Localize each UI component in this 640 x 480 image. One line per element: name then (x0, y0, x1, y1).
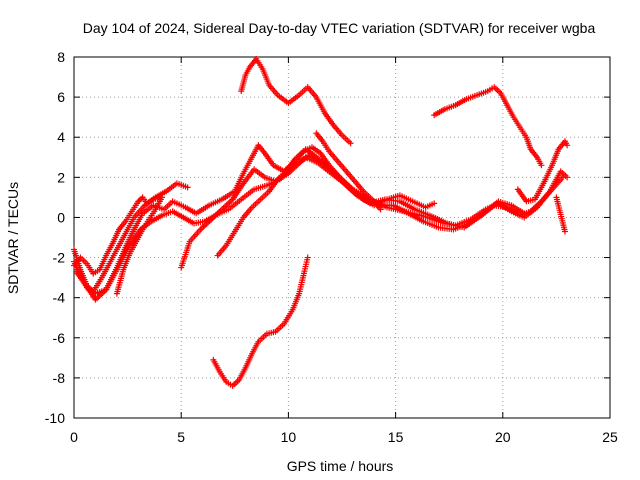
data-point (538, 162, 545, 169)
series-trace-l (113, 194, 165, 297)
y-tick-label: -6 (53, 330, 66, 346)
x-tick-label: 20 (495, 429, 511, 445)
y-tick-label: -10 (45, 410, 65, 426)
y-tick-label: 8 (57, 49, 65, 65)
y-tick-label: -2 (53, 250, 66, 266)
grid (74, 57, 610, 418)
y-tick-label: 0 (57, 209, 65, 225)
x-tick-label: 25 (602, 429, 618, 445)
data-point (564, 142, 571, 149)
series-trace-g (313, 130, 384, 213)
x-tick-label: 5 (177, 429, 185, 445)
x-tick-label: 15 (388, 429, 404, 445)
series-trace-f (238, 56, 354, 147)
chart-title: Day 104 of 2024, Sidereal Day-to-day VTE… (83, 20, 596, 36)
data-point (521, 210, 528, 217)
data-point (377, 206, 384, 213)
y-tick-label: 4 (57, 129, 65, 145)
series-trace-e (214, 144, 528, 259)
plot-frame (73, 56, 611, 419)
y-tick-label: 6 (57, 89, 65, 105)
series-trace-h (210, 254, 311, 389)
data-point (431, 200, 438, 207)
y-axis-label: SDTVAR / TECUs (5, 182, 21, 294)
data-point (347, 140, 354, 147)
series-trace-j (514, 138, 571, 205)
series-trace-i (431, 84, 545, 169)
x-axis-label: GPS time / hours (287, 458, 394, 474)
data-point (561, 228, 568, 235)
series-trace-a (71, 180, 191, 295)
x-tick-label: 10 (281, 429, 297, 445)
x-tick-label: 0 (70, 429, 78, 445)
y-tick-label: -4 (53, 290, 66, 306)
y-tick-label: -8 (53, 370, 66, 386)
data-point (184, 184, 191, 191)
data-point (158, 194, 165, 201)
y-tick-label: 2 (57, 169, 65, 185)
data-point (304, 254, 311, 261)
data-marks (71, 56, 571, 389)
axes: 0 5 10 15 20 25 -10 -8 -6 -4 -2 0 2 4 6 8 (45, 49, 618, 445)
series-trace-m (553, 194, 568, 235)
series-trace-k (71, 194, 163, 277)
series-trace-c (73, 154, 566, 303)
data-point (559, 174, 566, 181)
